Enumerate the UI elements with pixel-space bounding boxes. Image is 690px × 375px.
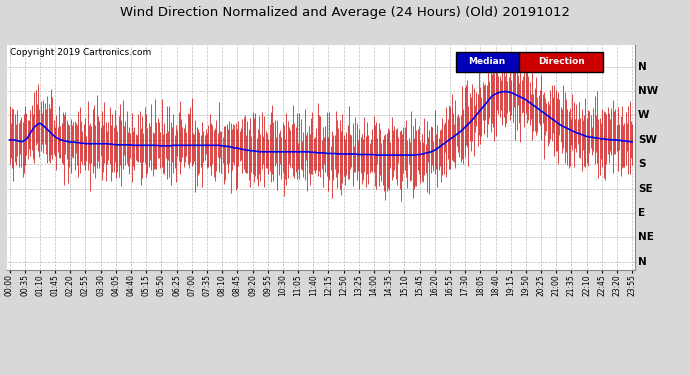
Text: SE: SE bbox=[638, 184, 653, 194]
FancyBboxPatch shape bbox=[456, 52, 519, 72]
Text: E: E bbox=[638, 208, 645, 218]
Text: S: S bbox=[638, 159, 645, 169]
Text: NW: NW bbox=[638, 86, 658, 96]
Text: Wind Direction Normalized and Average (24 Hours) (Old) 20191012: Wind Direction Normalized and Average (2… bbox=[120, 6, 570, 19]
Text: NE: NE bbox=[638, 232, 654, 243]
Text: N: N bbox=[638, 62, 647, 72]
FancyBboxPatch shape bbox=[519, 52, 604, 72]
Text: W: W bbox=[638, 111, 649, 120]
Text: SW: SW bbox=[638, 135, 657, 145]
Text: Direction: Direction bbox=[538, 57, 584, 66]
Text: Median: Median bbox=[469, 57, 506, 66]
Text: N: N bbox=[638, 257, 647, 267]
Text: Copyright 2019 Cartronics.com: Copyright 2019 Cartronics.com bbox=[10, 48, 151, 57]
